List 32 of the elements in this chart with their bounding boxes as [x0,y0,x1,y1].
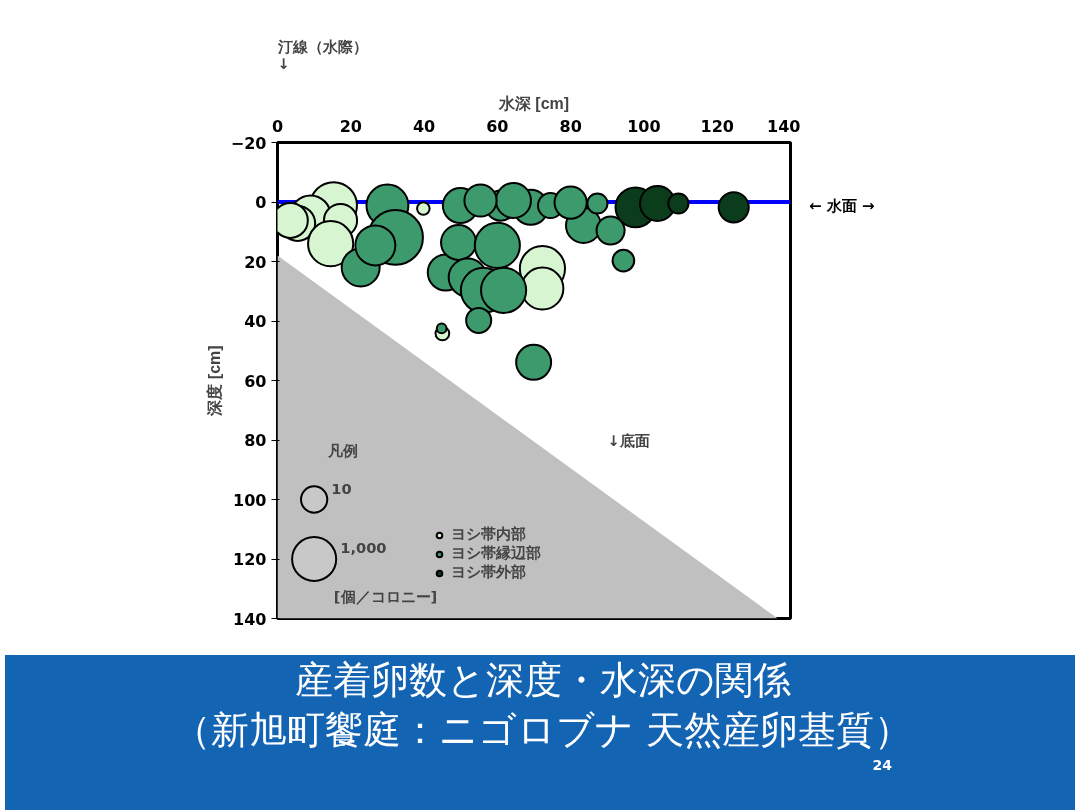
ref-line-label: ← 水面 → [809,196,875,217]
legend-label: ヨシ帯外部 [451,563,526,582]
text: （新旭町饗庭：ニゴロブナ 天然産卵基質） [172,707,913,754]
x-tick-label: 100 [627,116,661,136]
y-tick-label: 20 [244,252,267,272]
y-tick-label: 100 [233,490,267,510]
x-tick-label: 0 [271,116,284,136]
y-tick-label: −20 [230,133,267,153]
x-tick-label: 60 [486,116,509,136]
x-tick-label: 40 [412,116,436,136]
y-axis-title: 深度 [cm] [204,345,223,417]
y-tick-label: 80 [244,431,267,450]
text: 産着卵数と深度・水深の関係 [293,657,792,704]
x-tick-label: 120 [700,116,734,136]
text: 汀線（水際） ↓ [276,37,368,72]
y-tick-label: 140 [233,609,267,629]
x-axis-title: 水深 [cm] [497,94,570,112]
y-tick-label: 0 [255,193,267,212]
x-tick-label: 20 [339,116,362,136]
text: 24 [871,756,894,775]
y-tick-label: 120 [233,550,267,569]
y-tick-label: 40 [244,312,267,331]
legend-label: 10 [331,479,352,497]
y-tick-label: 60 [244,371,267,391]
legend-label: ヨシ帯縁辺部 [451,544,541,563]
legend-label: ヨシ帯内部 [451,525,526,544]
x-tick-label: 80 [559,116,582,136]
annotation: ↓底面 [607,431,650,449]
legend-label: 1,000 [340,539,387,556]
annotation: [個／コロニー] [333,587,438,605]
x-tick-label: 140 [767,116,801,136]
annotation: 凡例 [326,441,358,459]
